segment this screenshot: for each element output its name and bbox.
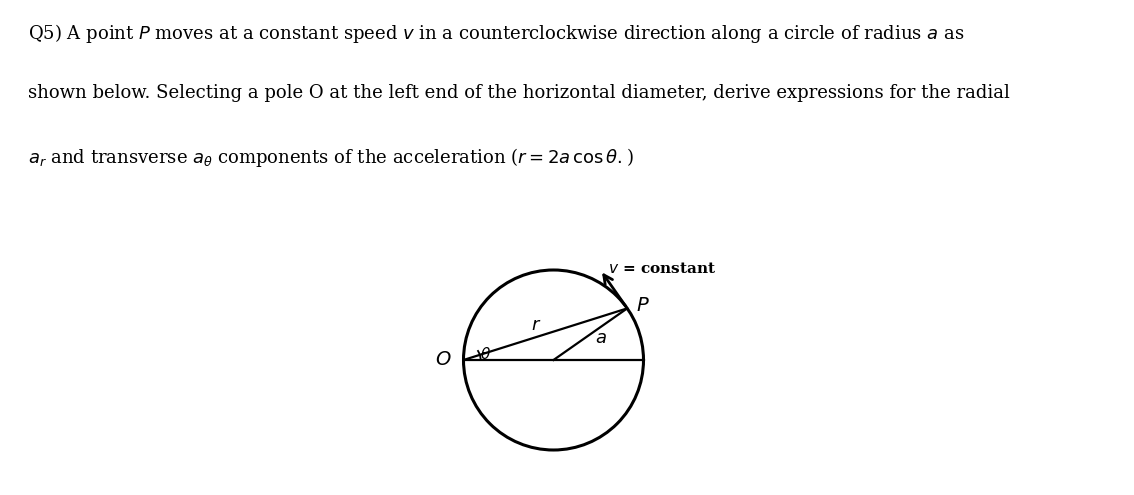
Text: Q5) A point $P$ moves at a constant speed $v$ in a counterclockwise direction al: Q5) A point $P$ moves at a constant spee…: [28, 22, 965, 45]
Text: $v$ = constant: $v$ = constant: [608, 261, 716, 276]
Text: $r$: $r$: [531, 316, 542, 334]
Text: shown below. Selecting a pole O at the left end of the horizontal diameter, deri: shown below. Selecting a pole O at the l…: [28, 84, 1010, 102]
Text: $P$: $P$: [636, 297, 650, 315]
Text: $a$: $a$: [595, 329, 607, 347]
Text: $\theta$: $\theta$: [480, 346, 491, 362]
Text: $a_r$ and transverse $a_\theta$ components of the acceleration ($r =  2a\,\cos\t: $a_r$ and transverse $a_\theta$ componen…: [28, 146, 634, 169]
Text: $O$: $O$: [435, 351, 451, 369]
